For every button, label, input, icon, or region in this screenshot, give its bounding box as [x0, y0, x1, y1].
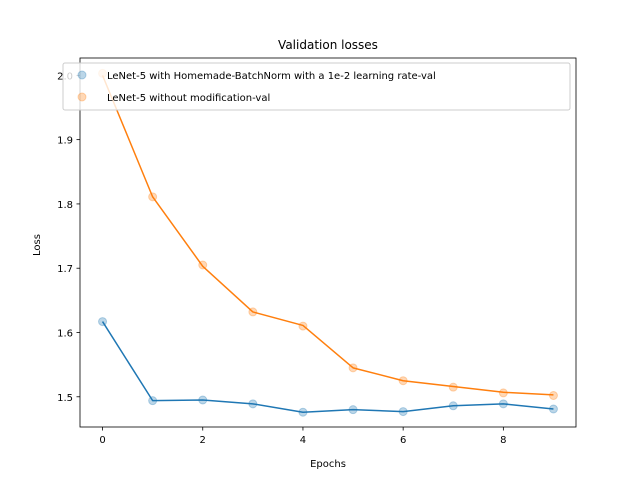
y-tick-label: 1.8: [57, 200, 73, 211]
x-axis-label: Epochs: [310, 459, 346, 470]
x-tick-label: 0: [99, 435, 105, 446]
series-1-line: [101, 321, 554, 413]
series-1-point: [248, 399, 258, 409]
series-1-point: [198, 395, 208, 405]
series-1-point: [298, 407, 308, 417]
y-tick-label: 1.9: [57, 136, 73, 147]
chart-title: Validation losses: [278, 38, 378, 52]
plot-area: [98, 68, 558, 417]
legend: LeNet-5 with Homemade-BatchNorm with a 1…: [62, 62, 571, 111]
x-tick-label: 2: [200, 435, 206, 446]
x-tick-label: 8: [500, 435, 506, 446]
series-1-point: [148, 396, 158, 406]
series-2-point: [448, 382, 458, 392]
series-1-point: [348, 405, 358, 415]
legend-label-series-2: LeNet-5 without modification-val: [107, 93, 270, 104]
y-tick-label: 1.6: [57, 329, 73, 340]
y-tick-label: 1.7: [57, 264, 73, 275]
series-1-point: [448, 401, 458, 411]
legend-label-series-1: LeNet-5 with Homemade-BatchNorm with a 1…: [107, 71, 436, 82]
series-2-point: [498, 388, 508, 398]
x-tick-label: 6: [400, 435, 406, 446]
series-1-point: [398, 407, 408, 417]
series-2-point: [548, 391, 558, 400]
series-2-point: [298, 321, 308, 331]
x-tick-label: 4: [300, 435, 306, 446]
axes-frame: [79, 57, 577, 428]
y-axis-label: Loss: [32, 234, 43, 256]
series-2-line: [101, 75, 554, 396]
y-tick-label: 1.5: [57, 393, 73, 404]
series-2-point: [148, 192, 158, 202]
series-1-point: [98, 317, 108, 327]
series-2-point: [348, 363, 358, 373]
legend-box: [62, 62, 571, 111]
legend-marker-series-2: [77, 92, 87, 102]
series-1-point: [548, 404, 558, 414]
series-1-point: [498, 399, 508, 409]
series-2-point: [398, 376, 408, 386]
series-2-point: [198, 260, 208, 270]
legend-marker-series-1: [77, 70, 87, 80]
series-2-point: [248, 307, 258, 317]
